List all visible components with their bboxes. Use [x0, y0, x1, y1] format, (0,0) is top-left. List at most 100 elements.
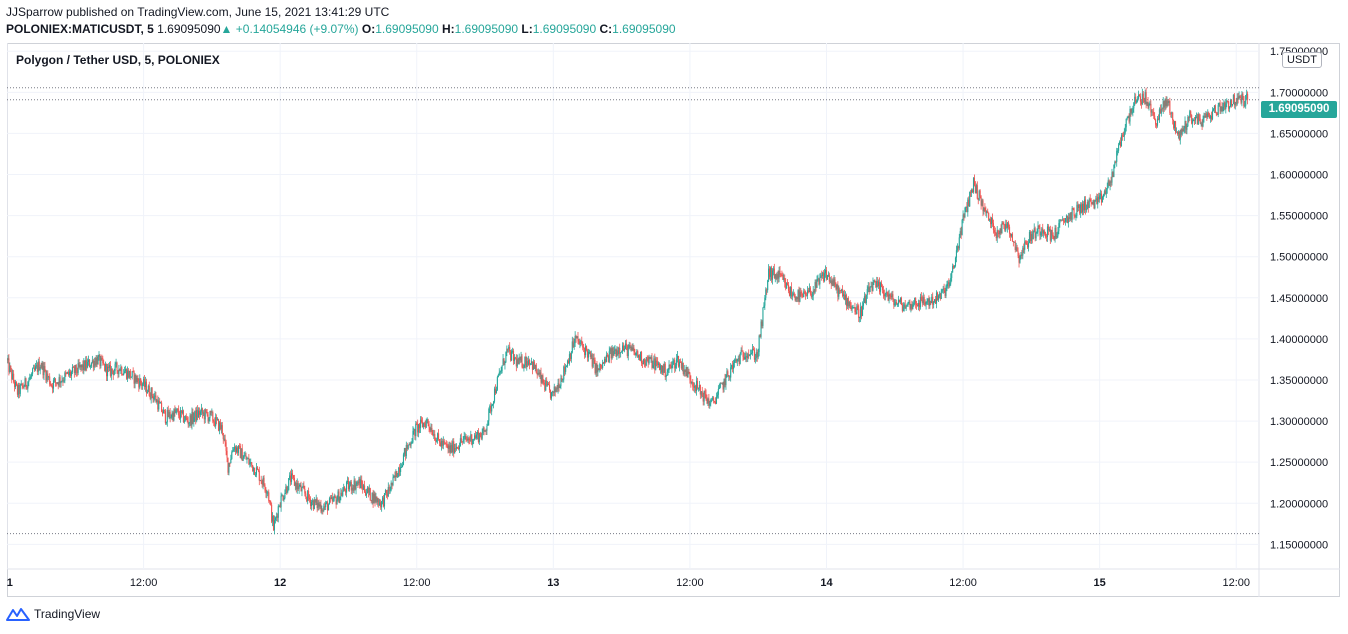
candle-body — [756, 352, 758, 358]
candle-body — [397, 476, 399, 478]
candle-body — [689, 373, 691, 380]
candle-body — [677, 355, 679, 359]
candle-body — [997, 230, 999, 233]
candle-body — [981, 200, 983, 206]
candle-body — [77, 363, 79, 373]
candle-body — [806, 295, 808, 297]
candle-body — [404, 448, 406, 457]
candle-body — [766, 289, 768, 291]
candle-body — [924, 303, 926, 305]
candle-body — [345, 490, 347, 493]
candle-body — [789, 287, 791, 296]
candle-body — [866, 289, 868, 296]
candle-body — [552, 391, 554, 393]
candle-body — [784, 277, 786, 283]
candle-body — [261, 481, 263, 485]
candle-body — [1008, 222, 1010, 227]
candle-body — [695, 385, 697, 392]
candle-body — [783, 277, 785, 280]
candle-body — [1214, 105, 1216, 113]
candle-body — [1177, 131, 1179, 135]
candle-body — [651, 357, 653, 368]
candle-body — [436, 439, 438, 442]
candle-body — [647, 359, 649, 363]
candle-body — [437, 433, 439, 440]
candle-body — [951, 272, 953, 278]
candle-body — [585, 346, 587, 356]
y-tick-label: 1.40000000 — [1270, 334, 1328, 346]
candle-body — [1057, 231, 1059, 237]
candle-body — [63, 380, 65, 382]
candle-body — [47, 373, 49, 378]
candle-body — [862, 302, 865, 306]
candle-body — [389, 490, 391, 492]
candle-body — [215, 417, 217, 427]
currency-badge[interactable]: USDT — [1282, 52, 1322, 68]
candle-body — [1171, 112, 1173, 114]
candle-body — [91, 360, 93, 363]
candle-body — [546, 380, 548, 386]
candle-body — [230, 458, 232, 463]
candle-body — [671, 364, 673, 368]
candle-body — [496, 377, 498, 390]
candle-body — [754, 357, 756, 360]
candle-body — [1065, 215, 1068, 219]
candle-body — [565, 366, 567, 372]
candle-body — [1091, 202, 1093, 204]
candle-body — [314, 499, 316, 503]
candle-body — [1030, 234, 1032, 241]
candle-body — [1215, 112, 1217, 115]
y-tick-label: 1.65000000 — [1270, 128, 1328, 140]
candle-body — [355, 484, 357, 490]
candle-body — [1111, 172, 1113, 183]
candle-body — [484, 430, 486, 432]
candle-body — [122, 374, 124, 376]
candle-body — [1202, 118, 1204, 127]
candle-body — [181, 410, 184, 414]
candle-body — [986, 211, 988, 214]
candle-body — [1130, 108, 1132, 113]
candle-body — [1164, 99, 1166, 108]
candle-body — [1238, 96, 1240, 99]
candlestick-chart[interactable]: 1.15000000 1.20000000 1.25000000 1.30000000… — [7, 43, 1340, 597]
candle-body — [7, 358, 9, 361]
candle-body — [581, 340, 583, 345]
candle-body — [713, 397, 715, 401]
candle-body — [1129, 108, 1131, 122]
candle-body — [257, 469, 259, 471]
candle-body — [333, 495, 335, 499]
candle-body — [1078, 204, 1080, 208]
candle-body — [1195, 116, 1197, 118]
candle-body — [1162, 101, 1164, 110]
candle-body — [843, 294, 845, 297]
candle-body — [368, 488, 370, 493]
candle-body — [276, 516, 278, 518]
candle-body — [446, 444, 448, 446]
candle-body — [1090, 199, 1092, 203]
candle-body — [721, 383, 723, 384]
candle-body — [539, 372, 541, 375]
candle-body — [580, 340, 582, 344]
candle-body — [992, 223, 994, 231]
candle-body — [723, 378, 725, 390]
candle-body — [1241, 93, 1243, 103]
candle-body — [739, 353, 741, 364]
candle-body — [118, 369, 120, 375]
candle-body — [1198, 114, 1200, 119]
candle-body — [1135, 96, 1137, 103]
candle-body — [24, 378, 26, 387]
candle-body — [563, 366, 565, 380]
candle-body — [385, 490, 387, 494]
candle-body — [131, 371, 133, 377]
candle-body — [154, 395, 156, 397]
candle-body — [129, 370, 131, 378]
candle-body — [1156, 118, 1159, 126]
footer-branding[interactable]: TradingView — [6, 607, 100, 621]
candle-body — [448, 445, 450, 450]
candle-body — [1063, 219, 1065, 222]
candle-body — [284, 493, 286, 499]
candle-body — [600, 364, 602, 368]
candle-body — [675, 365, 677, 369]
candle-body — [1016, 247, 1018, 252]
candle-body — [40, 366, 42, 368]
